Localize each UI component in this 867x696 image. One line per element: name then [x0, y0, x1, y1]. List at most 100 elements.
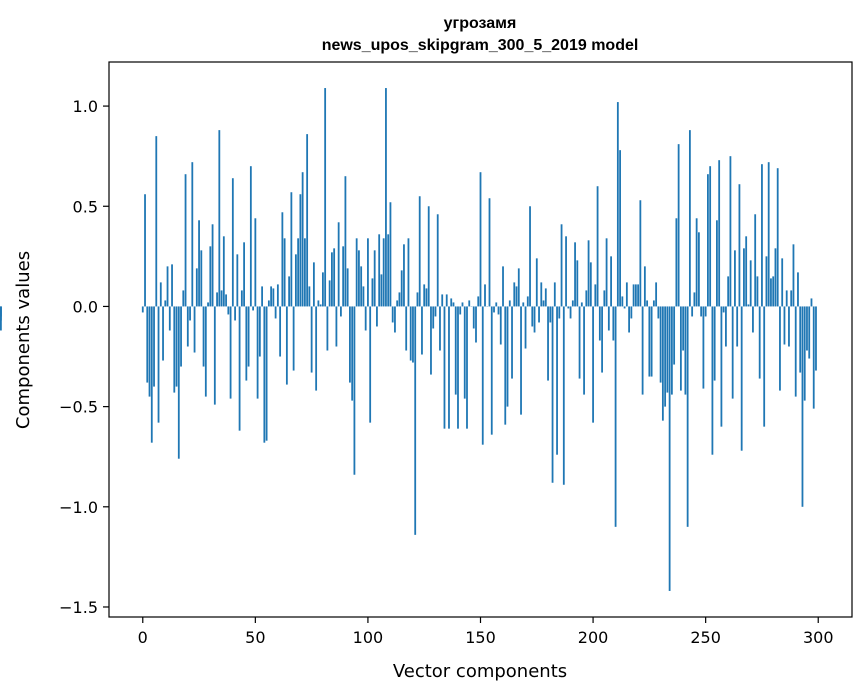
bar-284	[781, 258, 784, 307]
bar-80	[321, 272, 324, 307]
bar-49	[252, 306, 254, 311]
bar-280	[772, 276, 775, 307]
bar-188	[565, 236, 567, 307]
bar-208	[610, 256, 612, 307]
chart-title-line2: news_upos_skipgram_300_5_2019 model	[322, 37, 639, 54]
bar-119	[409, 306, 412, 361]
bar-269	[747, 304, 750, 307]
bar-237	[675, 218, 678, 307]
bar-196	[583, 306, 585, 395]
bar-40	[231, 178, 234, 307]
bar-66	[290, 192, 293, 307]
bar-184	[556, 306, 558, 455]
bar-25	[198, 220, 200, 307]
bar-180	[547, 306, 549, 381]
bar-82	[326, 306, 329, 351]
bar-19	[184, 174, 187, 307]
x-tick-label: 300	[803, 628, 834, 647]
bar-36	[222, 236, 225, 307]
bar-130	[434, 306, 437, 317]
bar-282	[776, 168, 779, 307]
bar-100	[367, 238, 369, 307]
bar-51	[256, 306, 259, 399]
bar-240	[682, 306, 685, 351]
bar-7	[157, 306, 160, 423]
bar-127	[427, 206, 430, 307]
bar-62	[281, 212, 284, 307]
bar-126	[425, 288, 428, 307]
bar-70	[299, 194, 302, 307]
plot-frame	[108, 61, 853, 618]
bar-0	[141, 306, 144, 313]
bar-158	[497, 306, 500, 315]
bar-30	[209, 246, 212, 307]
bar-236	[673, 306, 676, 365]
bar-142	[461, 302, 464, 307]
bar-214	[623, 306, 626, 309]
bar-79	[319, 304, 322, 307]
bar-123	[418, 196, 421, 307]
bar-155	[490, 306, 493, 435]
bar-191	[571, 300, 574, 307]
bar-296	[808, 306, 811, 359]
bar-233	[666, 306, 669, 393]
bar-45	[243, 242, 245, 307]
bar-58	[272, 288, 275, 307]
x-tick-label: 0	[138, 628, 148, 647]
bar-133	[441, 294, 444, 307]
bar-230	[659, 306, 662, 383]
bar-173	[531, 306, 534, 327]
bar-43	[238, 306, 241, 431]
bar-244	[691, 306, 694, 317]
bar-185	[558, 306, 561, 319]
x-tick-label: 50	[245, 628, 265, 647]
bar-83	[328, 280, 331, 307]
bar-295	[806, 306, 808, 351]
bar-77	[315, 306, 318, 391]
bar-128	[430, 306, 432, 375]
bar-249	[702, 306, 705, 389]
y-tick-label: 0.0	[73, 297, 98, 316]
bar-101	[369, 306, 372, 423]
bar-143	[463, 306, 466, 399]
bar-145	[468, 300, 471, 307]
bar-103	[373, 250, 376, 307]
bar-235	[670, 306, 673, 395]
bar-212	[619, 150, 621, 307]
bar-60	[276, 284, 279, 307]
bar-292	[799, 306, 802, 373]
bar-217	[630, 306, 633, 319]
bar-193	[576, 260, 579, 307]
bar-78	[317, 300, 320, 307]
bar-154	[488, 198, 491, 307]
bar-227	[652, 300, 655, 307]
bar-38	[227, 306, 230, 315]
bar-245	[693, 292, 696, 307]
bar-283	[779, 306, 781, 391]
bar-174	[533, 306, 536, 333]
bar-117	[405, 306, 408, 351]
bar-273	[756, 276, 759, 307]
bar-254	[713, 306, 716, 381]
bar-298	[812, 306, 815, 409]
bar-91	[346, 268, 349, 307]
bar-281	[774, 248, 777, 307]
bar-96	[358, 250, 360, 307]
y-axis-label: Components values	[13, 251, 34, 429]
bar-246	[695, 218, 698, 307]
bar-286	[785, 290, 788, 307]
bar-215	[625, 282, 628, 307]
bar-149	[477, 296, 480, 307]
bar-302	[0, 306, 2, 331]
x-tick-label: 100	[353, 628, 384, 647]
bar-294	[803, 306, 806, 401]
bar-263	[734, 250, 736, 307]
bar-151	[481, 306, 484, 445]
bar-104	[376, 306, 378, 327]
x-tick-label: 250	[690, 628, 721, 647]
y-tick-label: 0.5	[73, 197, 98, 216]
bar-48	[249, 166, 252, 307]
bar-63	[283, 238, 286, 307]
bar-141	[459, 306, 462, 315]
bar-41	[234, 306, 236, 321]
